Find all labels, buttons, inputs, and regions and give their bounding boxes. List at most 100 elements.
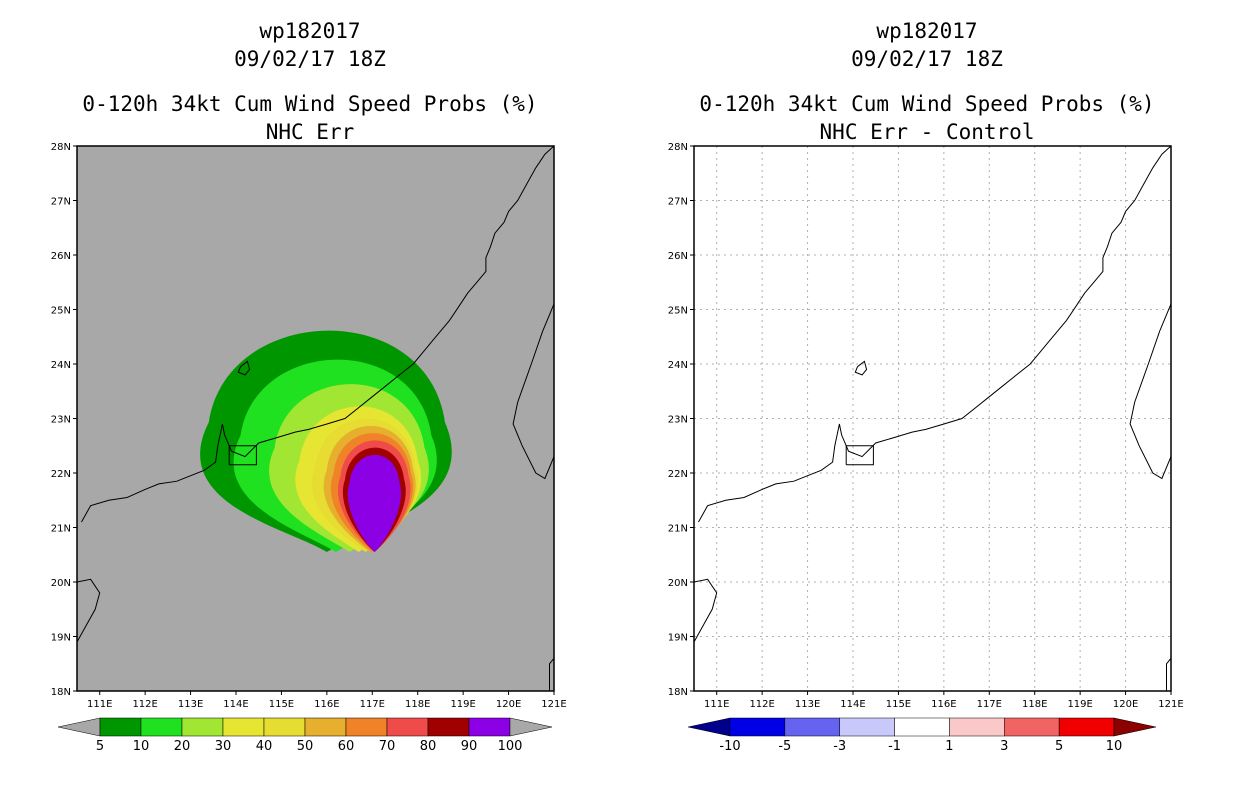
colorbar-label: 10 <box>1106 739 1123 754</box>
colorbar-over-arrow <box>509 717 553 737</box>
colorbar-swatch <box>949 717 1005 737</box>
colorbar-swatch <box>427 717 470 737</box>
right-panel: 111E 112E 113E 114E 115E 116E 117E 118E 119E 120E… <box>668 142 1184 754</box>
right-title-line-1: wp182017 <box>876 19 978 43</box>
y-tick-label: 26N <box>668 251 688 262</box>
colorbar-swatch <box>222 717 265 737</box>
colorbar-swatch <box>468 717 511 737</box>
y-tick-label: 22N <box>668 469 688 480</box>
colorbar-swatch <box>304 717 347 737</box>
colorbar-over-arrow <box>1113 717 1157 737</box>
x-tick-label: 115E <box>269 699 294 710</box>
y-tick-label: 24N <box>668 360 688 371</box>
colorbar-swatch <box>1004 717 1060 737</box>
colorbar-label: 5 <box>1055 739 1063 754</box>
x-tick-label: 114E <box>840 699 865 710</box>
x-tick-label: 112E <box>132 699 157 710</box>
coastline-hk_box <box>845 445 874 466</box>
right-title-line-4: NHC Err - Control <box>819 120 1035 144</box>
colorbar-label: -5 <box>778 739 791 754</box>
y-tick-label: 26N <box>51 251 71 262</box>
colorbar-swatch <box>839 717 895 737</box>
y-tick-label: 23N <box>668 415 688 426</box>
colorbar-swatch <box>99 717 142 737</box>
x-tick-label: 120E <box>1113 699 1138 710</box>
left-panel: 111E 112E 113E 114E 115E 116E 117E 118E 119E 120E… <box>51 142 567 754</box>
x-tick-label: 117E <box>977 699 1002 710</box>
coastline-south_corner <box>1166 657 1171 691</box>
x-tick-label: 116E <box>931 699 956 710</box>
colorbar-label: -3 <box>833 739 846 754</box>
colorbar-swatch <box>894 717 950 737</box>
colorbar-label: 20 <box>174 739 191 754</box>
x-tick-label: 113E <box>178 699 203 710</box>
coastline-hainan <box>694 578 718 643</box>
y-tick-label: 25N <box>51 306 71 317</box>
x-tick-label: 119E <box>450 699 475 710</box>
right-title-line-3: 0-120h 34kt Cum Wind Speed Probs (%) <box>699 92 1155 116</box>
y-tick-label: 25N <box>668 306 688 317</box>
colorbar-swatch <box>345 717 388 737</box>
x-tick-label: 121E <box>541 699 566 710</box>
colorbar-label: 90 <box>461 739 478 754</box>
y-tick-label: 24N <box>51 360 71 371</box>
y-tick-label: 21N <box>668 524 688 535</box>
y-tick-label: 18N <box>668 687 688 698</box>
x-tick-label: 115E <box>886 699 911 710</box>
coastline-hainan <box>77 578 101 643</box>
x-tick-label: 117E <box>360 699 385 710</box>
colorbar-under-arrow <box>57 717 101 737</box>
coastline-hk_box <box>228 445 257 466</box>
coastline-island_1 <box>237 360 251 376</box>
colorbar-swatch <box>729 717 786 737</box>
colorbar-label: -1 <box>888 739 901 754</box>
y-tick-label: 27N <box>51 197 71 208</box>
colorbar-swatch <box>1058 717 1115 737</box>
y-tick-label: 20N <box>51 578 71 589</box>
coastline-south_corner <box>549 657 554 691</box>
x-tick-label: 111E <box>704 699 729 710</box>
y-tick-label: 19N <box>51 633 71 644</box>
y-tick-label: 27N <box>668 197 688 208</box>
x-tick-label: 116E <box>314 699 339 710</box>
x-tick-label: 118E <box>405 699 430 710</box>
y-tick-label: 20N <box>668 578 688 589</box>
y-tick-label: 23N <box>51 415 71 426</box>
x-tick-label: 114E <box>223 699 248 710</box>
colorbar-label: 70 <box>379 739 396 754</box>
colorbar-label: 5 <box>96 739 104 754</box>
y-tick-label: 19N <box>668 633 688 644</box>
x-tick-label: 121E <box>1158 699 1183 710</box>
left-title-line-3: 0-120h 34kt Cum Wind Speed Probs (%) <box>82 92 538 116</box>
colorbar-swatch <box>386 717 429 737</box>
left-title-line-2: 09/02/17 18Z <box>234 47 386 71</box>
left-title-line-1: wp182017 <box>259 19 361 43</box>
contour-90 <box>347 454 401 553</box>
x-tick-label: 111E <box>87 699 112 710</box>
coastline-mainland <box>698 146 1171 523</box>
coastline-mainland <box>81 146 554 523</box>
coastline-island_1 <box>854 360 868 376</box>
colorbar-label: 30 <box>215 739 232 754</box>
x-tick-label: 120E <box>496 699 521 710</box>
colorbar-label: 3 <box>1000 739 1008 754</box>
coastline-taiwan <box>1129 303 1171 480</box>
left-title-line-4: NHC Err <box>265 120 355 144</box>
colorbar-swatch <box>784 717 840 737</box>
right-title-line-2: 09/02/17 18Z <box>851 47 1003 71</box>
colorbar-label: -10 <box>719 739 740 754</box>
colorbar-swatch <box>140 717 183 737</box>
colorbar-swatch <box>181 717 224 737</box>
y-tick-label: 28N <box>668 142 688 153</box>
colorbar-label: 40 <box>256 739 273 754</box>
x-tick-label: 113E <box>795 699 820 710</box>
y-tick-label: 21N <box>51 524 71 535</box>
colorbar-label: 60 <box>338 739 355 754</box>
colorbar-label: 100 <box>498 739 523 754</box>
right-plot-background <box>694 146 1171 691</box>
x-tick-label: 119E <box>1067 699 1092 710</box>
colorbar-under-arrow <box>687 717 731 737</box>
x-tick-label: 112E <box>749 699 774 710</box>
y-tick-label: 22N <box>51 469 71 480</box>
